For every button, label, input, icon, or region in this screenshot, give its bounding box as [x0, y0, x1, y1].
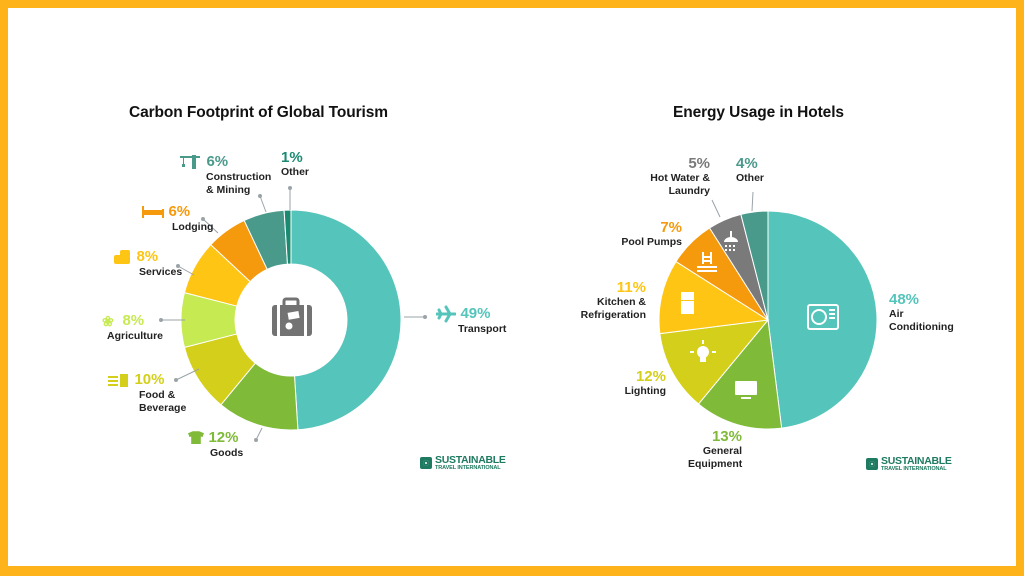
- lightbulb-icon: [690, 340, 716, 362]
- pool-ladder-icon: [697, 252, 717, 272]
- crane-icon: [180, 154, 202, 169]
- label-services: 8% Services: [114, 248, 182, 279]
- right-chart-title: Energy Usage in Hotels: [673, 104, 844, 121]
- pie-chart: [658, 210, 878, 430]
- slice-kitchen-refrigeration: [658, 260, 770, 335]
- bed-icon: [142, 205, 164, 218]
- label-other-right: 4% Other: [736, 155, 765, 185]
- label-agriculture: ❀ 8% Agriculture: [102, 312, 164, 343]
- brand-logo-left: SUSTAINABLE TRAVEL INTERNATIONAL: [420, 455, 506, 471]
- slice-other: [283, 209, 292, 265]
- air-conditioner-icon: [807, 304, 839, 330]
- pie-slice-icons: [681, 231, 839, 399]
- label-goods: 12% Goods: [188, 429, 243, 460]
- food-drink-icon: [108, 373, 130, 387]
- monitor-icon: [735, 381, 757, 399]
- brand-logo-right: SUSTAINABLE TRAVEL INTERNATIONAL: [866, 456, 952, 472]
- donut-chart: [180, 209, 402, 431]
- brand-mark-icon: [420, 457, 432, 469]
- wheat-icon: ❀: [102, 312, 114, 329]
- label-other-left: 1% Other: [281, 149, 310, 179]
- brand-mark-icon: [866, 458, 878, 470]
- label-construction-mining: 6% Construction & Mining: [180, 153, 271, 197]
- fridge-icon: [681, 292, 694, 314]
- slice-transport: [290, 209, 402, 431]
- services-icon: [114, 249, 132, 264]
- airplane-icon: [436, 305, 456, 323]
- slice-general-equipment: [697, 318, 783, 430]
- label-pool-pumps: 7% Pool Pumps: [621, 219, 682, 249]
- label-general-equipment: 13% General Equipment: [688, 428, 743, 471]
- label-kitchen-refrigeration: 11% Kitchen & Refrigeration: [580, 279, 646, 322]
- label-hot-water-laundry: 5% Hot Water & Laundry: [650, 155, 710, 198]
- suitcase-icon: [272, 297, 312, 336]
- label-lodging: 6% Lodging: [142, 203, 213, 234]
- slice-lighting: [659, 319, 770, 405]
- label-food-beverage: 10% Food & Beverage: [108, 371, 186, 415]
- leader-lines: [159, 186, 754, 442]
- left-chart-title: Carbon Footprint of Global Tourism: [129, 104, 388, 121]
- label-air-conditioning: 48% Air Conditioning: [889, 291, 954, 334]
- label-transport: 49% Transport: [436, 305, 506, 336]
- slice-air-conditioning: [767, 210, 878, 429]
- label-lighting: 12% Lighting: [624, 368, 666, 398]
- slice-other: [740, 210, 769, 321]
- shower-icon: [724, 231, 738, 251]
- tshirt-icon: [188, 431, 204, 445]
